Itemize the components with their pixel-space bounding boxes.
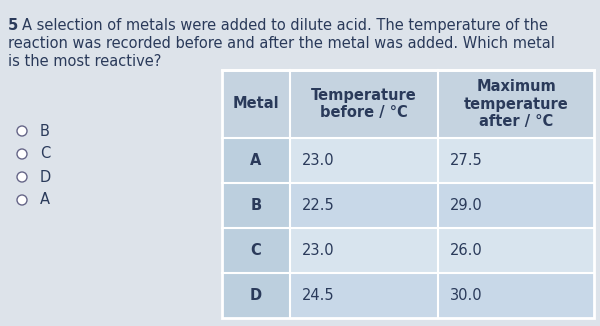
Text: A selection of metals were added to dilute acid. The temperature of the: A selection of metals were added to dilu… (22, 18, 548, 33)
Text: B: B (40, 124, 50, 139)
Bar (222, 138, 594, 183)
Bar (222, 70, 594, 318)
Text: Metal: Metal (233, 96, 280, 111)
Text: is the most reactive?: is the most reactive? (8, 54, 161, 69)
Text: 23.0: 23.0 (302, 153, 335, 168)
Bar (222, 273, 290, 318)
Text: B: B (250, 198, 262, 213)
Bar (222, 273, 594, 318)
Circle shape (17, 126, 27, 136)
Text: 24.5: 24.5 (302, 288, 335, 303)
Text: A: A (40, 192, 50, 208)
Text: 27.5: 27.5 (450, 153, 483, 168)
Circle shape (17, 149, 27, 159)
Text: 5: 5 (8, 18, 18, 33)
Text: reaction was recorded before and after the metal was added. Which metal: reaction was recorded before and after t… (8, 36, 555, 51)
Text: Temperature
before / °C: Temperature before / °C (311, 88, 417, 120)
Text: D: D (250, 288, 262, 303)
Text: 22.5: 22.5 (302, 198, 335, 213)
Text: 29.0: 29.0 (450, 198, 483, 213)
Bar (222, 138, 290, 183)
Circle shape (17, 195, 27, 205)
Bar (222, 228, 290, 273)
Text: C: C (40, 146, 50, 161)
Text: C: C (251, 243, 262, 258)
Text: D: D (40, 170, 51, 185)
Text: Maximum
temperature
after / °C: Maximum temperature after / °C (464, 79, 568, 129)
Bar (222, 228, 594, 273)
Text: 23.0: 23.0 (302, 243, 335, 258)
Bar (222, 70, 594, 138)
Circle shape (17, 172, 27, 182)
Text: A: A (250, 153, 262, 168)
Text: 26.0: 26.0 (450, 243, 483, 258)
Bar (222, 183, 290, 228)
Bar (222, 183, 594, 228)
Text: 30.0: 30.0 (450, 288, 482, 303)
